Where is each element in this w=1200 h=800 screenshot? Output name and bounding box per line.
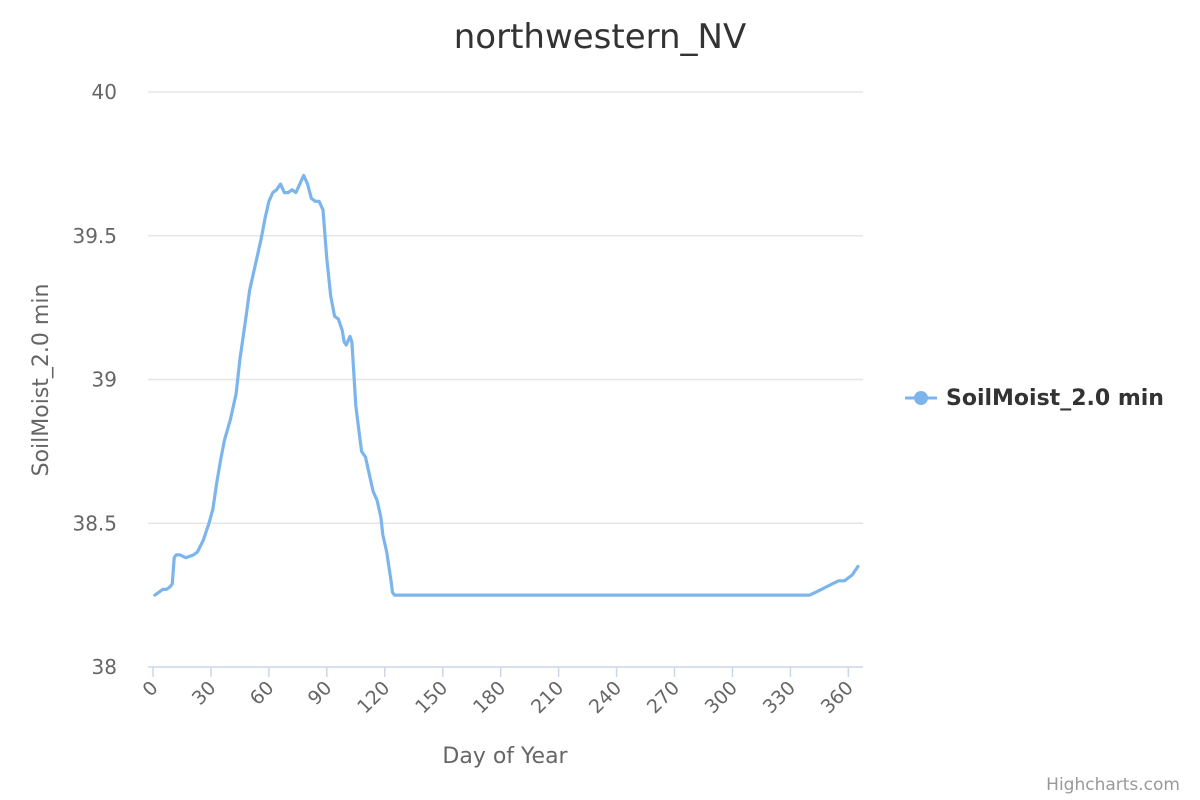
y-tick-label: 40 bbox=[92, 80, 117, 104]
x-tick-label: 210 bbox=[527, 677, 568, 718]
x-tick-label: 240 bbox=[585, 677, 626, 718]
x-tick-label: 60 bbox=[246, 677, 279, 710]
series-layer bbox=[153, 173, 860, 597]
grid-lines bbox=[148, 91, 863, 524]
x-tick-label: 180 bbox=[469, 677, 510, 718]
y-tick-label: 39 bbox=[92, 368, 117, 392]
legend-label: SoilMoist_2.0 min bbox=[946, 386, 1164, 411]
x-tick-label: 0 bbox=[138, 677, 162, 701]
chart-title: northwestern_NV bbox=[454, 17, 747, 57]
y-tick-label: 39.5 bbox=[72, 224, 117, 248]
y-axis-title: SoilMoist_2.0 min bbox=[29, 284, 54, 477]
y-axis-ticks: 38 38.5 39 39.5 40 bbox=[72, 80, 117, 679]
y-tick-label: 38.5 bbox=[72, 511, 117, 535]
legend-circle-icon bbox=[914, 391, 928, 405]
x-tick-label: 270 bbox=[643, 677, 684, 718]
y-tick-label: 38 bbox=[92, 655, 117, 679]
x-tick-label: 90 bbox=[304, 677, 337, 710]
x-tick-label: 360 bbox=[817, 677, 858, 718]
series-line-soilmoist[interactable] bbox=[153, 173, 860, 597]
x-tick-label: 300 bbox=[701, 677, 742, 718]
x-tick-label: 150 bbox=[411, 677, 452, 718]
legend-item[interactable]: SoilMoist_2.0 min bbox=[905, 386, 1164, 411]
x-tick-label: 330 bbox=[759, 677, 800, 718]
x-axis-title: Day of Year bbox=[442, 744, 568, 769]
x-axis: 0 30 60 90 120 150 180 210 240 270 300 330 360 bbox=[138, 666, 863, 718]
x-tick-label: 30 bbox=[188, 677, 221, 710]
credits-link[interactable]: Highcharts.com bbox=[1046, 775, 1180, 795]
x-tick-label: 120 bbox=[353, 677, 394, 718]
